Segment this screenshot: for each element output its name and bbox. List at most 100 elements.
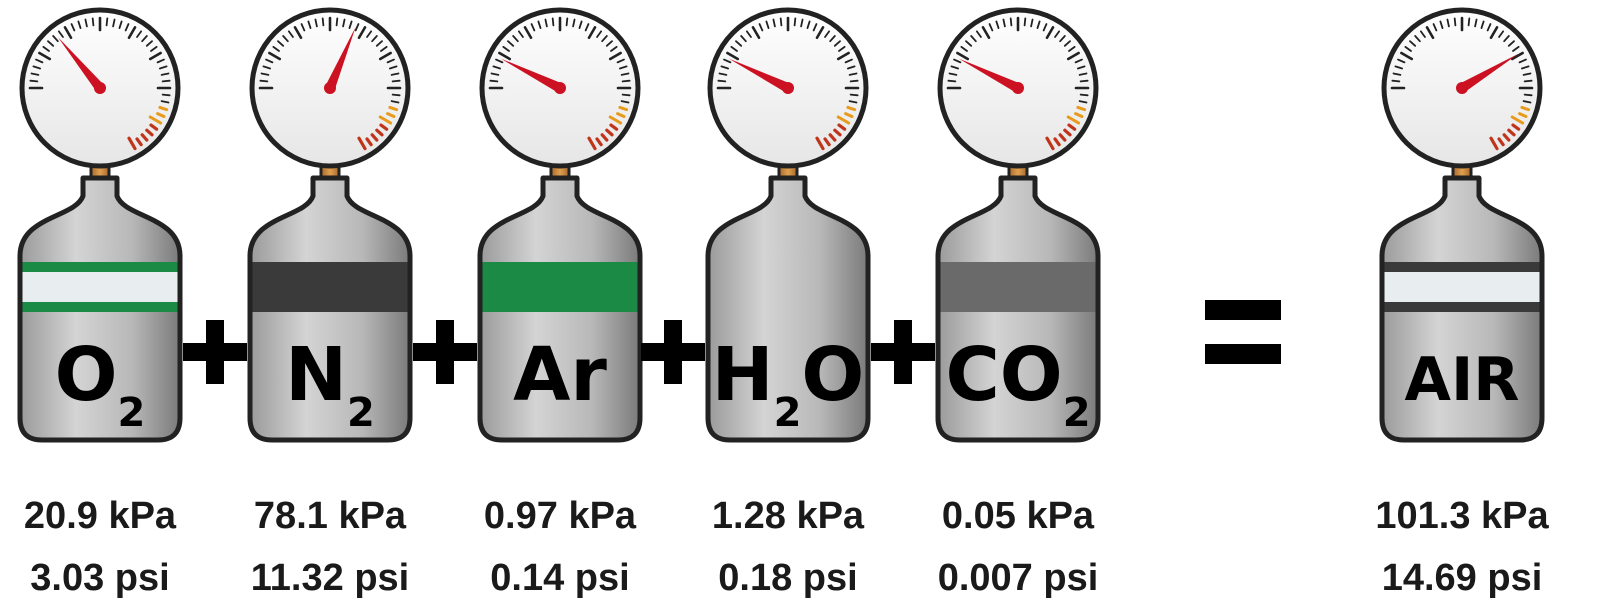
gauge-tick: [489, 79, 499, 83]
gauge-tick: [793, 17, 797, 27]
gauge-tick: [378, 51, 392, 61]
gauge-tick: [1523, 93, 1533, 97]
gauge-tick: [751, 26, 761, 40]
plus-bar-vertical: [894, 320, 912, 384]
pressure-kpa-label: 1.28 kPa: [712, 495, 865, 537]
gauge-tick: [277, 40, 285, 47]
gauge-tick: [150, 45, 158, 52]
gauge-tick: [848, 72, 858, 76]
gauge-tick: [91, 17, 95, 27]
gauge-tick: [386, 58, 395, 64]
gauge-tick: [836, 51, 850, 61]
gauge-tick: [846, 105, 857, 112]
gauge-tick: [537, 20, 542, 29]
gauge-tick: [342, 18, 346, 28]
gauge-tick: [608, 115, 623, 125]
gauge-tick: [1510, 51, 1524, 61]
gauge-tick: [1489, 136, 1499, 151]
plus-bar-vertical: [664, 320, 682, 384]
gauge-tick: [1511, 123, 1521, 131]
gauge-tick: [970, 35, 977, 43]
gauge-tick: [354, 23, 360, 32]
gauge-tick: [1068, 45, 1076, 52]
gauge-pivot: [94, 82, 106, 94]
gas-cylinder-icon: [247, 162, 413, 443]
gauge-tick: [127, 26, 137, 40]
gauge-tick: [1507, 128, 1516, 137]
gauge-tick: [145, 128, 154, 137]
gauge-tick: [1419, 30, 1426, 38]
gauge-tick: [498, 51, 512, 61]
plus-bar-vertical: [436, 320, 454, 384]
gas-cylinder-icon: [1379, 162, 1545, 443]
gauge-tick: [544, 18, 548, 28]
gauge-tick: [620, 100, 630, 104]
pressure-kpa-label: 20.9 kPa: [24, 495, 177, 537]
gauge-tick: [601, 35, 608, 43]
gauge-tick: [844, 112, 854, 118]
cylinder-outline: [1379, 175, 1545, 443]
gauge-tick: [77, 20, 82, 29]
pressure-psi-label: 0.18 psi: [718, 557, 857, 599]
gauge-tick: [815, 136, 825, 151]
gas-tank-o2: O2 20.9 kPa 3.03 psi: [17, 7, 183, 599]
gauge-tick: [833, 40, 841, 47]
gauge-tick: [523, 26, 533, 40]
gauge-tick: [1058, 133, 1067, 142]
gas-tank-air: AIR 101.3 kPa 14.69 psi: [1375, 7, 1549, 599]
gauge-tick: [849, 93, 859, 97]
gauge-tick: [379, 123, 389, 131]
gauge-tick: [335, 17, 339, 27]
gauge-tick: [124, 23, 130, 32]
pressure-psi-label: 11.32 psi: [251, 557, 409, 599]
gauge-tick: [1502, 133, 1511, 142]
gauge-tick: [1409, 40, 1417, 47]
pressure-kpa-label: 0.05 kPa: [942, 495, 1095, 537]
gauge-tick: [1053, 137, 1061, 147]
gauge-tick: [587, 136, 597, 151]
gauge-tick: [829, 35, 836, 43]
gauge-tick: [391, 79, 401, 83]
gas-cylinder-icon: [935, 162, 1101, 443]
gauge-tick: [1002, 18, 1006, 28]
gauge-tick: [844, 58, 853, 64]
gauge-tick: [1042, 23, 1048, 32]
gauge-pivot: [1012, 82, 1024, 94]
gauge-tick: [995, 20, 1000, 29]
gauge-needle: [325, 27, 356, 90]
gauge-tick: [723, 58, 732, 64]
gauge-pivot: [324, 82, 336, 94]
gauge-tick: [52, 35, 59, 43]
gauge-tick: [389, 65, 398, 70]
cylinder-body: [708, 178, 868, 440]
gauge-tick: [1520, 105, 1531, 112]
gauge-tick: [717, 79, 727, 83]
gauge-tick: [950, 65, 959, 70]
gauge-pivot: [554, 82, 566, 94]
gauge-tick: [595, 137, 603, 147]
gauge-tick: [1512, 45, 1520, 52]
gauge-tick: [618, 105, 629, 112]
gauge-tick: [758, 23, 764, 32]
gauge-tick: [1414, 35, 1421, 43]
gauge-tick: [838, 45, 846, 52]
gauge-tick: [815, 26, 825, 40]
gauge-tick: [1489, 26, 1499, 40]
gauge-tick: [127, 136, 137, 151]
gauge-tick: [584, 23, 590, 32]
gauge-tick: [988, 23, 994, 32]
gauge-tick: [391, 93, 401, 97]
pressure-psi-label: 0.007 psi: [938, 557, 1099, 599]
gauge-tick: [507, 40, 515, 47]
gauge-tick: [262, 65, 271, 70]
gauge-tick: [1079, 93, 1089, 97]
gauge-tick: [348, 20, 353, 29]
gauge-tick: [1391, 79, 1401, 83]
gauge-tick: [730, 45, 738, 52]
gauge-tick: [960, 45, 968, 52]
gauge-tick: [370, 133, 379, 142]
gauge-tick: [38, 51, 52, 61]
plus-icon: [641, 320, 705, 384]
pressure-gauge-icon: [707, 7, 869, 169]
